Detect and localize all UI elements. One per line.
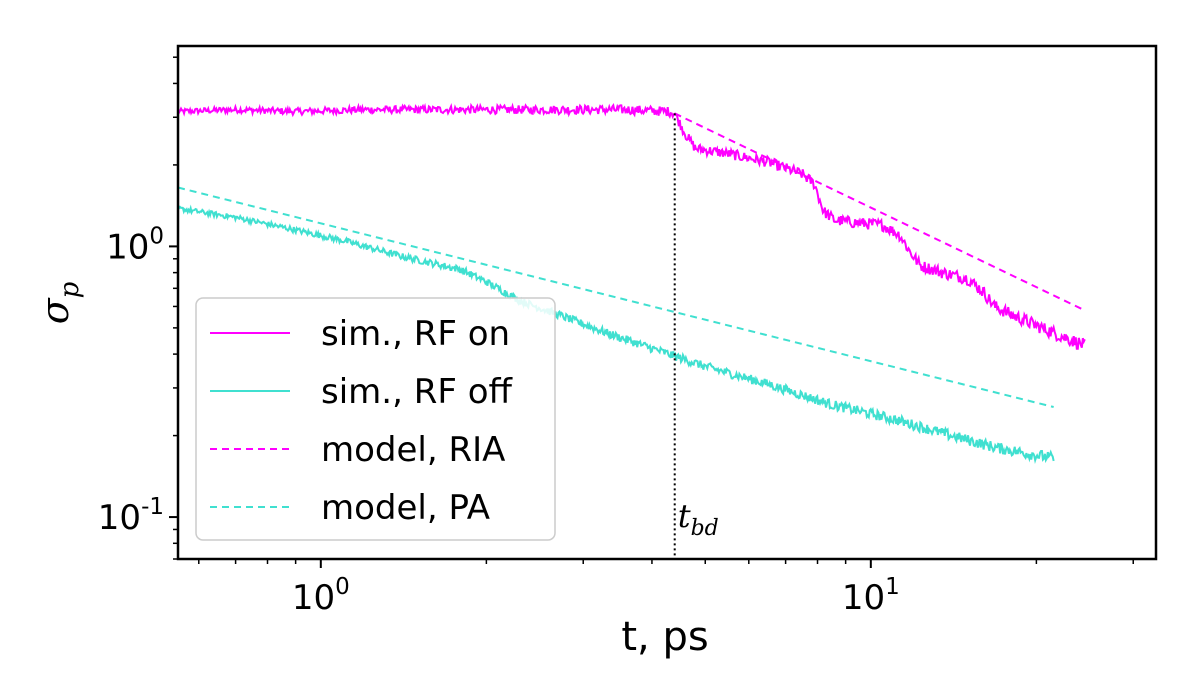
legend: sim., RF on sim., RF off model, RIA model, … xyxy=(195,297,556,541)
series-sim-rf-on xyxy=(178,102,1086,350)
legend-entry-model-ria: model, RIA xyxy=(210,430,505,470)
y-tick-label: 10-1 xyxy=(98,494,164,538)
plot-frame xyxy=(176,44,1158,561)
series-model-pa xyxy=(178,186,1054,408)
legend-frame xyxy=(195,297,556,541)
x-tick-label: 100 xyxy=(292,574,350,618)
legend-label: model, RIA xyxy=(321,430,505,470)
series-model-ria xyxy=(674,112,1086,312)
legend-entry-sim-rf-off: sim., RF off xyxy=(210,372,513,412)
x-axis-title: t, ps xyxy=(621,614,708,660)
legend-entry-model-pa: model, PA xyxy=(210,488,490,528)
legend-entry-sim-rf-on: sim., RF on xyxy=(210,314,510,354)
legend-label: sim., RF off xyxy=(321,372,513,412)
legend-label: sim., RF on xyxy=(321,314,510,354)
x-tick-label: 101 xyxy=(842,574,900,618)
y-axis-title: σp xyxy=(33,281,85,324)
breakdown-time-label: tbd xyxy=(678,497,719,541)
legend-label: model, PA xyxy=(321,488,490,528)
y-tick-label: 100 xyxy=(106,223,164,267)
series-sim-rf-off xyxy=(178,204,1055,465)
